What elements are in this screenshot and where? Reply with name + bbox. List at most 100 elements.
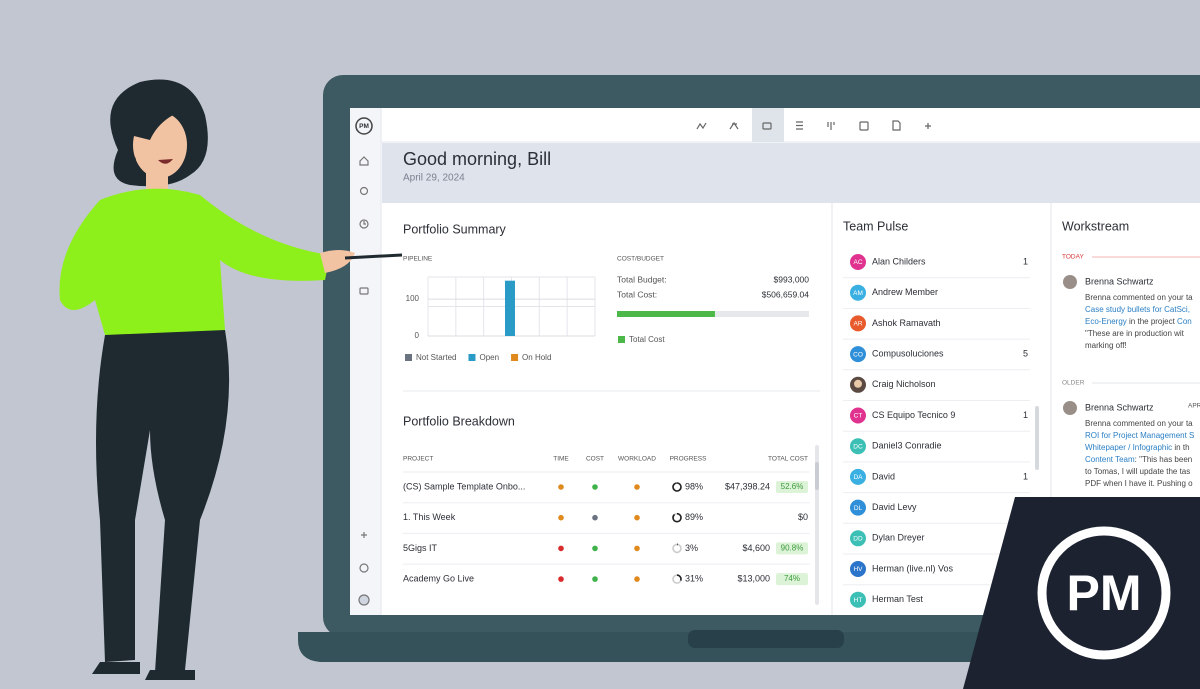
comment-line: ROI for Project Management S [1085,431,1194,440]
progress-ring [672,574,682,584]
status-dot [592,545,598,552]
legend-swatch [618,336,625,343]
nav-active[interactable] [752,108,784,142]
bar [505,280,515,336]
avatar [1063,401,1077,415]
comment-line: marking off! [1085,341,1127,350]
member-name: CS Equipo Tecnico 9 [872,410,955,420]
avatar [850,468,866,485]
logo-small-text: PM [359,123,369,130]
scrollbar-thumb[interactable] [815,462,819,490]
project-name: 5Gigs IT [403,543,438,553]
avatar-photo [854,379,862,388]
column-header: PROJECT [403,456,433,463]
budget-badge [776,573,808,586]
comment-line: to Tomas, I will update the tas [1085,467,1190,476]
comment-text: : "This has been [1135,455,1193,464]
avatar [850,315,866,332]
screen-content: PM Good morning, Bill April 29, 2024 Por… [350,108,1200,615]
sidebar-icons[interactable] [358,156,370,606]
person-illustration [59,79,403,680]
avatar-initials: HV [853,566,863,573]
comment-link: Whitepaper / Infographic [1085,443,1172,452]
budget-used: 52.6% [781,482,804,491]
avatar [850,499,866,516]
avatar-initials: AC [853,259,862,266]
status-dot [592,484,598,490]
legend-label: Total Cost [629,335,665,344]
comment-text: marking off! [1085,341,1127,350]
label: Total Budget: [617,274,667,284]
member-name: Herman Test [872,594,923,604]
avatar [850,530,866,547]
status-dot [634,514,640,521]
total-cost: $47,398.24 [725,481,770,491]
avatar [850,561,866,577]
member-name: Daniel3 Conradie [872,441,942,451]
member-count: 1 [1023,256,1028,266]
avatar-initials: CT [854,413,863,420]
comment-link: Content Team [1085,455,1135,464]
comment-line: Eco-Energy in the project Con [1085,317,1192,326]
avatar [850,254,866,270]
nav-icons[interactable] [696,120,931,131]
logo-ring [1037,526,1171,660]
member-name: David Levy [872,502,917,512]
total-cost: $0 [798,512,808,522]
status-dot [558,545,564,552]
column-header: TOTAL COST [768,456,808,463]
value: $993,000 [774,274,810,284]
header-band [382,143,1200,203]
status-dot [634,484,640,490]
progress: 98% [685,481,703,491]
total-cost: $13,000 [737,573,770,583]
progress-ring [672,482,682,492]
comment-text: PDF when I have it. Pushing o [1085,479,1193,488]
comment-text: to Tomas, I will update the tas [1085,467,1190,476]
member-name: Ashok Ramavath [872,318,941,328]
legend-label: Open [479,353,499,362]
author: Brenna Schwartz [1085,276,1154,286]
value: $506,659.04 [762,289,810,299]
budget-used: 90.8% [781,544,804,553]
sidebar [350,108,381,615]
total-cost: $4,600 [742,543,770,553]
date: April 29, 2024 [403,173,465,184]
comment-line: "These are in production wit [1085,329,1185,338]
status-dot [558,514,564,521]
budget-used: 74% [784,574,800,583]
comment-text: Brenna commented on your ta [1085,293,1193,302]
avatar-initials: AR [853,321,862,328]
progress: 89% [685,512,703,522]
status-dot [558,576,564,582]
progress-ring [672,512,682,523]
project-name: (CS) Sample Template Onbo... [403,481,525,491]
avatar-initials: DL [854,505,863,512]
comment-line: Brenna commented on your ta [1085,293,1193,302]
logo-small[interactable] [355,117,373,135]
member-count: 5 [1023,348,1028,358]
comment-link: Eco-Energy [1085,317,1127,326]
comment-link: Case study bullets for CatSci, [1085,305,1190,314]
legend-swatch [511,354,519,361]
avatar [850,407,866,424]
avatar-initials: DD [853,536,863,543]
status-dot [634,576,640,582]
status-dot [592,514,598,521]
project-name: 1. This Week [403,512,456,522]
member-count: 1 [1023,410,1028,420]
section-label: COST/BUDGET [617,256,664,263]
budget-badge [776,481,808,493]
avatar [850,438,866,455]
comment-text: Brenna commented on your ta [1085,419,1193,428]
avatar [850,591,866,608]
avatar [1063,275,1077,289]
legend-swatch [468,354,476,361]
comment-text: in th [1172,443,1189,452]
column-header: TIME [553,456,569,463]
scrollbar-thumb[interactable] [1035,406,1039,470]
member-name: Andrew Member [872,287,938,297]
legend-label: Not Started [416,353,456,362]
comment-text: in the project [1127,317,1177,326]
